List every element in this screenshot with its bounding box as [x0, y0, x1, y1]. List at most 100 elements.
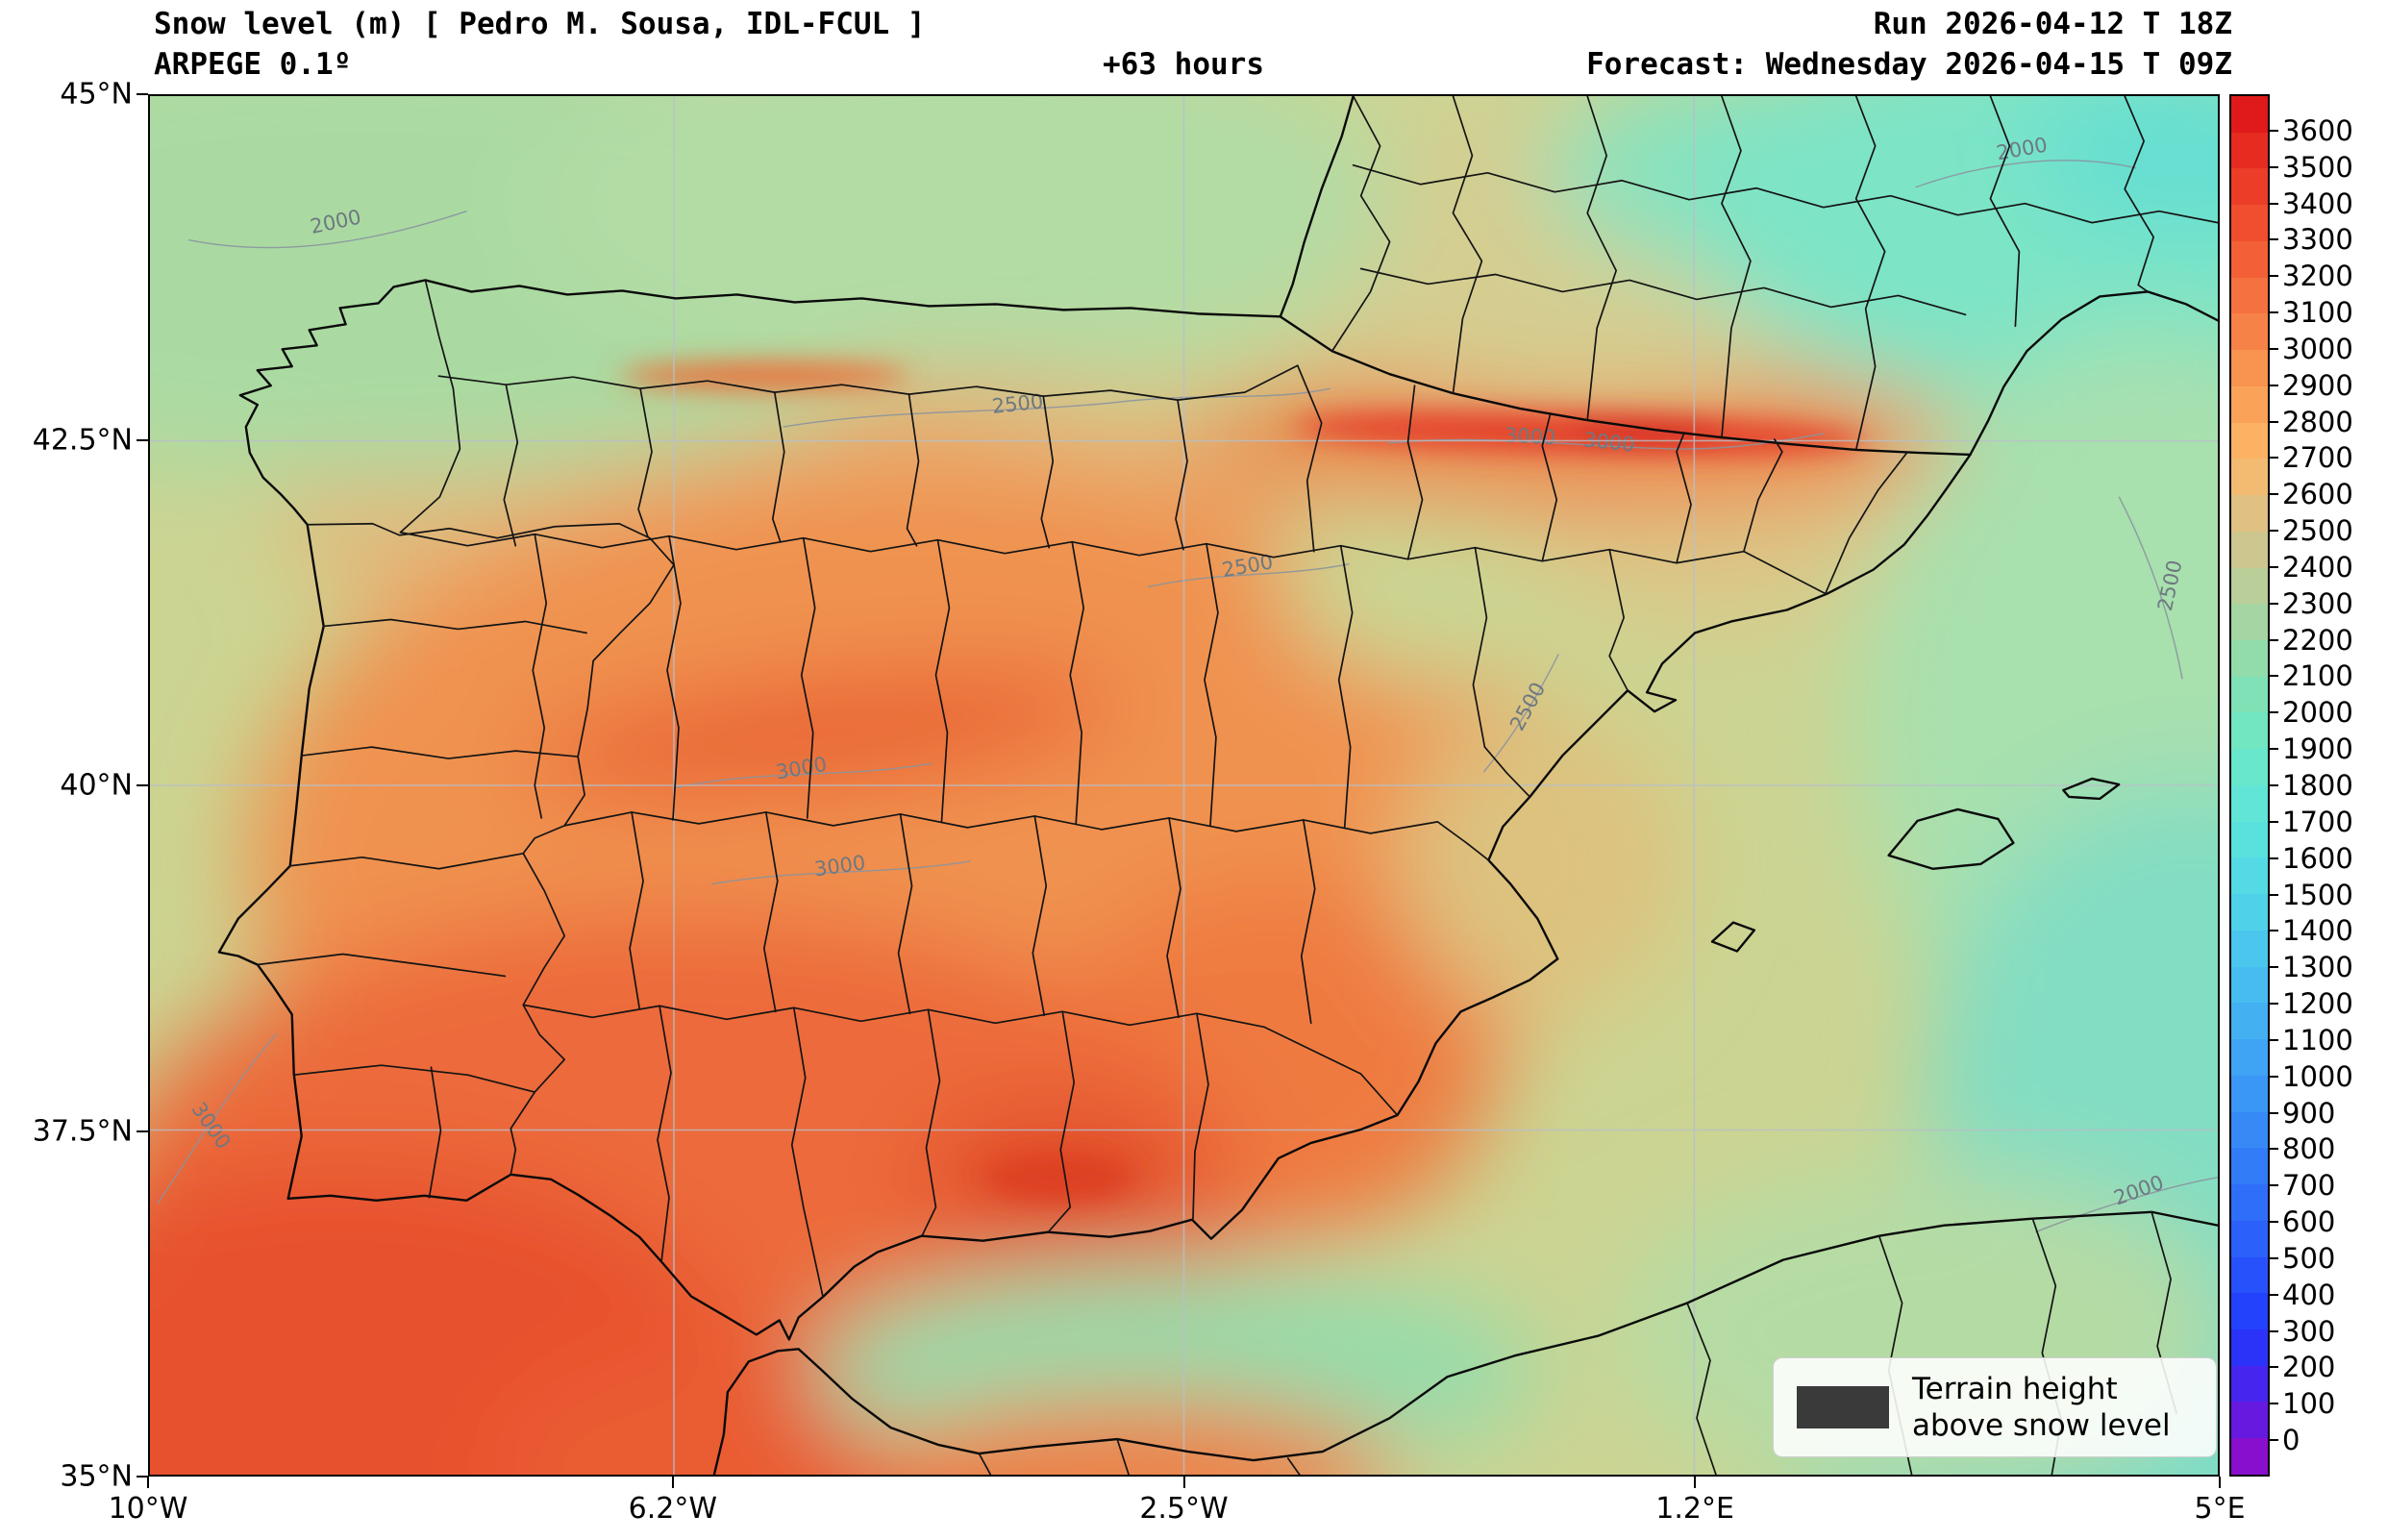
colorbar-segment: [2231, 930, 2268, 967]
colorbar-tick-label: 200: [2282, 1351, 2336, 1384]
colorbar-tick: [2270, 238, 2278, 241]
colorbar-tick-label: 900: [2282, 1096, 2336, 1130]
colorbar-tick-label: 1500: [2282, 878, 2353, 911]
colorbar-tick: [2270, 275, 2278, 278]
colorbar-segment: [2231, 640, 2268, 677]
colorbar-segment: [2231, 422, 2268, 460]
legend-line2: above snow level: [1912, 1408, 2171, 1443]
colorbar-segment: [2231, 459, 2268, 496]
colorbar-tick-label: 1900: [2282, 733, 2353, 766]
colorbar-tick-label: 800: [2282, 1132, 2336, 1166]
lat-tick: [137, 93, 148, 95]
colorbar-tick: [2270, 820, 2278, 823]
model-label: ARPEGE 0.1º: [154, 47, 352, 82]
colorbar-tick: [2270, 893, 2278, 896]
colorbar-tick-label: 2700: [2282, 441, 2353, 475]
colorbar-segment: [2231, 1365, 2268, 1403]
colorbar-segment: [2231, 1256, 2268, 1294]
colorbar-tick: [2270, 565, 2278, 568]
colorbar-tick: [2270, 1221, 2278, 1224]
colorbar-segment: [2231, 821, 2268, 858]
colorbar-tick: [2270, 1111, 2278, 1114]
colorbar-tick-label: 3300: [2282, 223, 2353, 257]
colorbar-segment: [2231, 96, 2268, 133]
colorbar-tick: [2270, 202, 2278, 205]
colorbar-tick-label: 100: [2282, 1387, 2336, 1421]
colorbar-segment: [2231, 749, 2268, 785]
colorbar-segment: [2231, 604, 2268, 641]
colorbar-tick-label: 2900: [2282, 368, 2353, 402]
lon-tick: [1694, 1477, 1697, 1488]
lat-tick-label: 40°N: [60, 768, 133, 803]
colorbar-segment: [2231, 1075, 2268, 1112]
colorbar-tick-label: 0: [2282, 1424, 2300, 1457]
lon-tick-label: 2.5°W: [1139, 1492, 1229, 1526]
colorbar-segment: [2231, 966, 2268, 1004]
lon-tick: [1182, 1477, 1185, 1488]
colorbar-tick: [2270, 1038, 2278, 1041]
coastlines: [217, 96, 2218, 1475]
colorbar-segment: [2231, 350, 2268, 386]
colorbar-tick: [2270, 129, 2278, 132]
colorbar-tick-label: 400: [2282, 1278, 2336, 1311]
lead-time-label: +63 hours: [1103, 47, 1264, 82]
contour-label: 3000: [1504, 424, 1556, 450]
colorbar-segment: [2231, 277, 2268, 314]
colorbar-tick-label: 500: [2282, 1241, 2336, 1275]
lon-tick-label: 10°W: [108, 1492, 188, 1526]
lon-tick: [147, 1477, 149, 1488]
colorbar-tick: [2270, 930, 2278, 932]
colorbar-tick: [2270, 675, 2278, 678]
lon-tick-label: 6.2°W: [628, 1492, 718, 1526]
colorbar-tick: [2270, 1329, 2278, 1332]
colorbar-tick: [2270, 384, 2278, 386]
colorbar-segment: [2231, 240, 2268, 278]
map-legend: Terrain height above snow level: [1773, 1357, 2217, 1457]
admin-borders: [256, 96, 2218, 1475]
lon-tick: [671, 1477, 674, 1488]
colorbar-tick: [2270, 1075, 2278, 1078]
colorbar-tick-label: 2600: [2282, 478, 2353, 511]
colorbar-tick: [2270, 1439, 2278, 1442]
colorbar-tick: [2270, 638, 2278, 641]
colorbar-tick: [2270, 530, 2278, 533]
colorbar-tick: [2270, 1184, 2278, 1187]
colorbar-segment: [2231, 784, 2268, 822]
colorbar-tick-label: 2400: [2282, 550, 2353, 584]
colorbar-segment: [2231, 313, 2268, 351]
colorbar-tick-label: 2100: [2282, 659, 2353, 693]
colorbar-segment: [2231, 1184, 2268, 1221]
terrain-swatch: [1797, 1386, 1889, 1428]
colorbar-tick: [2270, 966, 2278, 969]
colorbar-segment: [2231, 1220, 2268, 1257]
colorbar-tick: [2270, 457, 2278, 460]
forecast-time-label: Forecast: Wednesday 2026-04-15 T 09Z: [1586, 47, 2232, 82]
colorbar-tick-label: 1200: [2282, 987, 2353, 1021]
colorbar-tick-label: 600: [2282, 1205, 2336, 1239]
run-time-label: Run 2026-04-12 T 18Z: [1873, 7, 2232, 41]
gridlines: [150, 96, 2218, 1475]
colorbar-tick-label: 1000: [2282, 1059, 2353, 1093]
lat-tick: [137, 1476, 148, 1478]
colorbar-tick-label: 2000: [2282, 696, 2353, 730]
colorbar-tick: [2270, 165, 2278, 168]
colorbar-tick-label: 1600: [2282, 841, 2353, 875]
colorbar-tick-label: 2300: [2282, 586, 2353, 620]
colorbar-tick-label: 2800: [2282, 405, 2353, 438]
lat-tick-label: 42.5°N: [32, 423, 133, 457]
figure-title: Snow level (m) [ Pedro M. Sousa, IDL-FCU…: [154, 7, 926, 41]
colorbar-tick: [2270, 1003, 2278, 1006]
colorbar-tick: [2270, 1256, 2278, 1259]
colorbar-tick-label: 1300: [2282, 951, 2353, 984]
colorbar-segment: [2231, 567, 2268, 605]
colorbar-segment: [2231, 1293, 2268, 1329]
colorbar-segment: [2231, 205, 2268, 241]
legend-text: Terrain height above snow level: [1912, 1371, 2171, 1444]
colorbar-segment: [2231, 894, 2268, 931]
colorbar-tick-label: 300: [2282, 1314, 2336, 1348]
colorbar-tick-label: 3400: [2282, 186, 2353, 220]
colorbar-segment: [2231, 132, 2268, 169]
colorbar-segment: [2231, 857, 2268, 895]
colorbar-segment: [2231, 168, 2268, 206]
colorbar-tick: [2270, 784, 2278, 786]
